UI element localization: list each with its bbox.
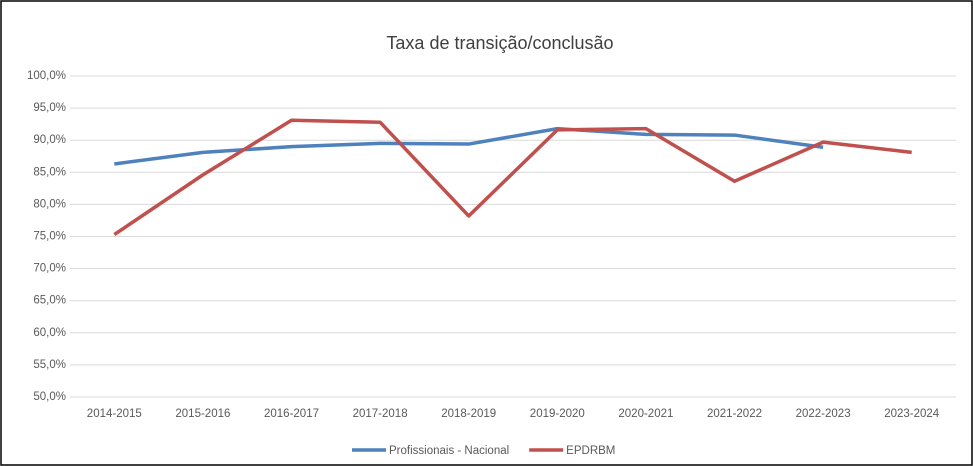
- y-tick-label: 65,0%: [33, 295, 66, 307]
- x-tick-label: 2022-2023: [796, 408, 851, 420]
- y-tick-label: 75,0%: [33, 231, 66, 243]
- y-tick-label: 90,0%: [33, 134, 66, 146]
- y-tick-label: 80,0%: [33, 198, 66, 210]
- x-tick-label: 2018-2019: [441, 408, 496, 420]
- chart-title: Taxa de transição/conclusão: [386, 33, 613, 53]
- x-tick-label: 2020-2021: [618, 408, 673, 420]
- y-tick-label: 95,0%: [33, 102, 66, 114]
- series-line: [113, 118, 912, 237]
- x-tick-label: 2015-2016: [175, 408, 230, 420]
- y-tick-label: 50,0%: [33, 391, 66, 403]
- x-tick-label: 2019-2020: [530, 408, 585, 420]
- series-line: [114, 126, 824, 166]
- y-tick-label: 60,0%: [33, 327, 66, 339]
- x-tick-label: 2021-2022: [707, 408, 762, 420]
- x-tick-label: 2017-2018: [353, 408, 408, 420]
- y-tick-label: 70,0%: [33, 263, 66, 275]
- legend-label: EPDRBM: [566, 445, 615, 457]
- x-tick-label: 2023-2024: [884, 408, 940, 420]
- y-tick-label: 85,0%: [33, 166, 66, 178]
- x-tick-label: 2016-2017: [264, 408, 319, 420]
- y-tick-label: 55,0%: [33, 359, 66, 371]
- legend-label: Profissionais - Nacional: [389, 445, 509, 457]
- x-tick-label: 2014-2015: [87, 408, 142, 420]
- y-tick-label: 100,0%: [27, 70, 66, 82]
